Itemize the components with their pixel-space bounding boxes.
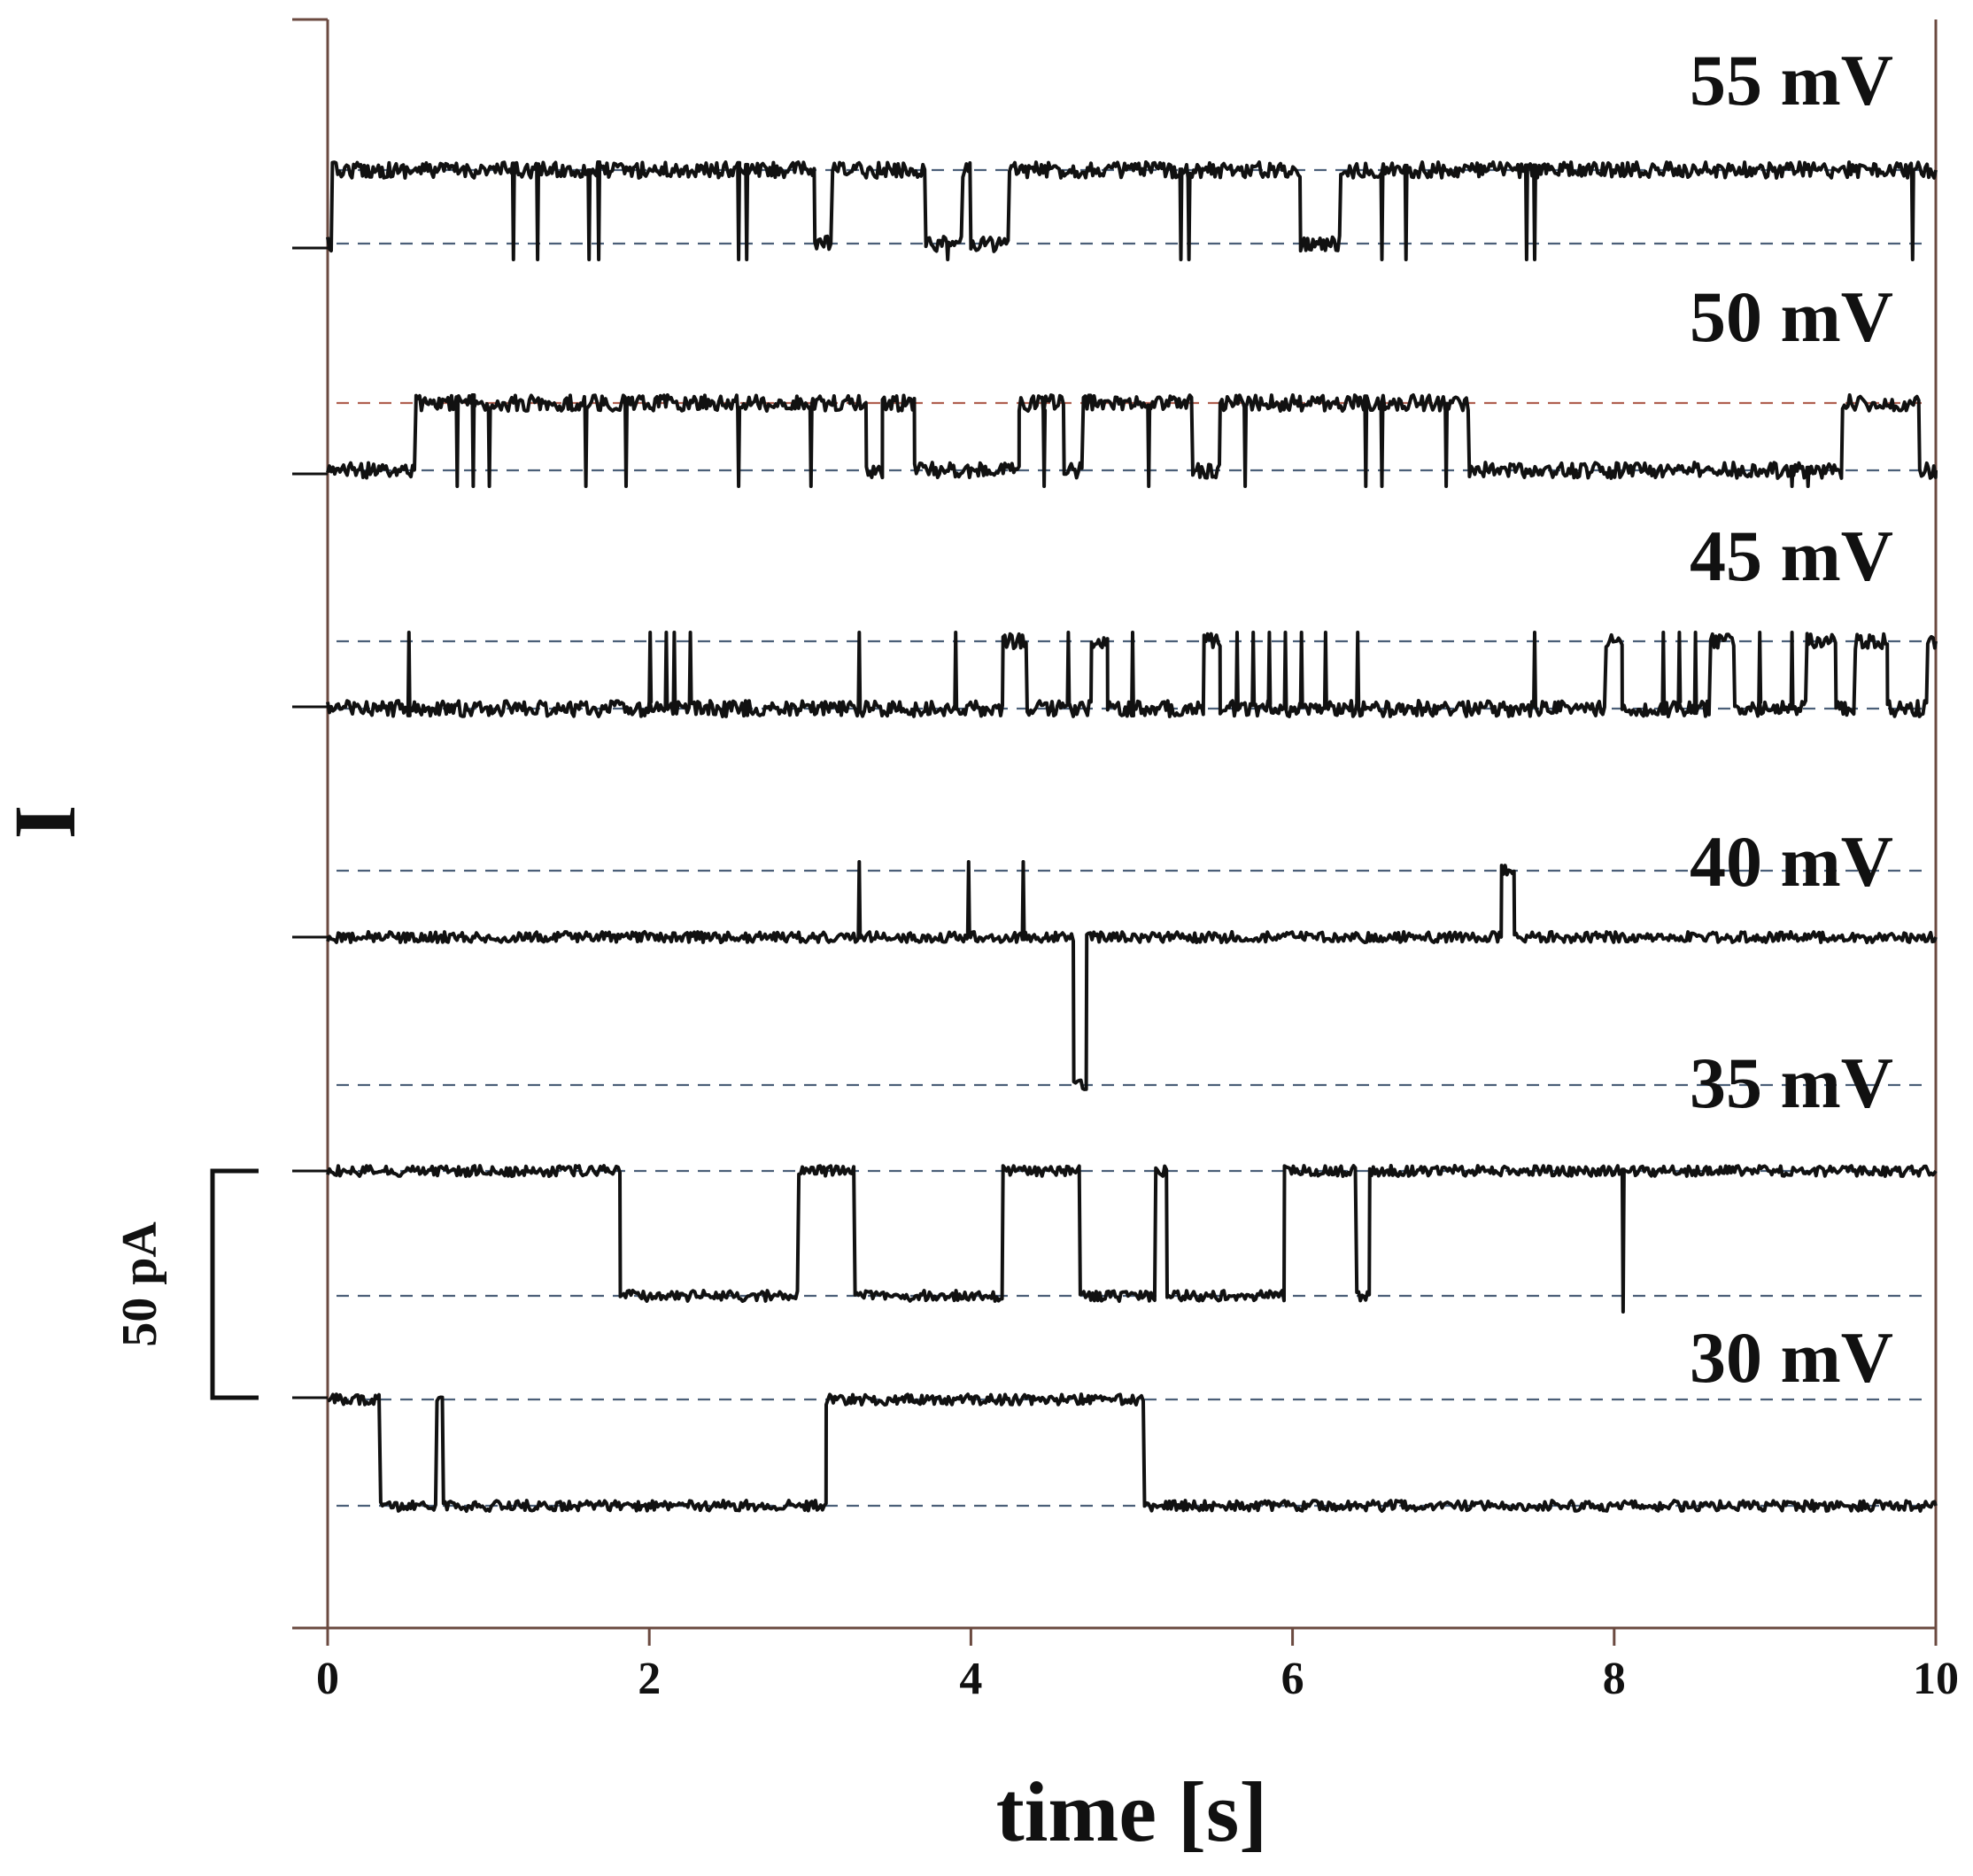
x-tick-label: 0 — [316, 1654, 339, 1704]
voltage-label: 30 mV — [1690, 1317, 1893, 1398]
x-tick-label: 4 — [959, 1654, 982, 1704]
y-axis-label: I — [0, 805, 94, 840]
x-axis-ticks: 0 2 4 6 8 10 — [316, 1628, 1959, 1704]
voltage-label: 50 mV — [1690, 276, 1893, 357]
x-tick-label: 6 — [1281, 1654, 1304, 1704]
voltage-label: 35 mV — [1690, 1043, 1893, 1123]
plot-frame — [292, 18, 1938, 1630]
current-traces — [326, 160, 1938, 1513]
voltage-label: 55 mV — [1690, 40, 1893, 120]
x-tick-label: 10 — [1913, 1654, 1959, 1704]
x-tick-label: 8 — [1603, 1654, 1626, 1704]
current-trace — [326, 631, 1938, 718]
voltage-labels: 55 mV 50 mV 45 mV 40 mV 35 mV 30 mV — [1690, 40, 1893, 1398]
voltage-label: 40 mV — [1690, 821, 1893, 902]
current-trace — [326, 1164, 1938, 1314]
trace-baseline-ticks — [292, 246, 328, 1399]
current-trace — [327, 1392, 1938, 1513]
x-tick-label: 2 — [638, 1654, 661, 1704]
current-trace — [326, 160, 1938, 261]
scale-bar-label: 50 pA — [112, 1221, 167, 1347]
current-trace — [326, 393, 1938, 488]
current-trace — [326, 860, 1938, 1091]
x-axis-label: time [s] — [996, 1764, 1268, 1859]
scale-bar-bracket — [210, 1168, 259, 1400]
voltage-label: 45 mV — [1690, 516, 1893, 596]
scale-bar: 50 pA — [112, 1168, 259, 1400]
